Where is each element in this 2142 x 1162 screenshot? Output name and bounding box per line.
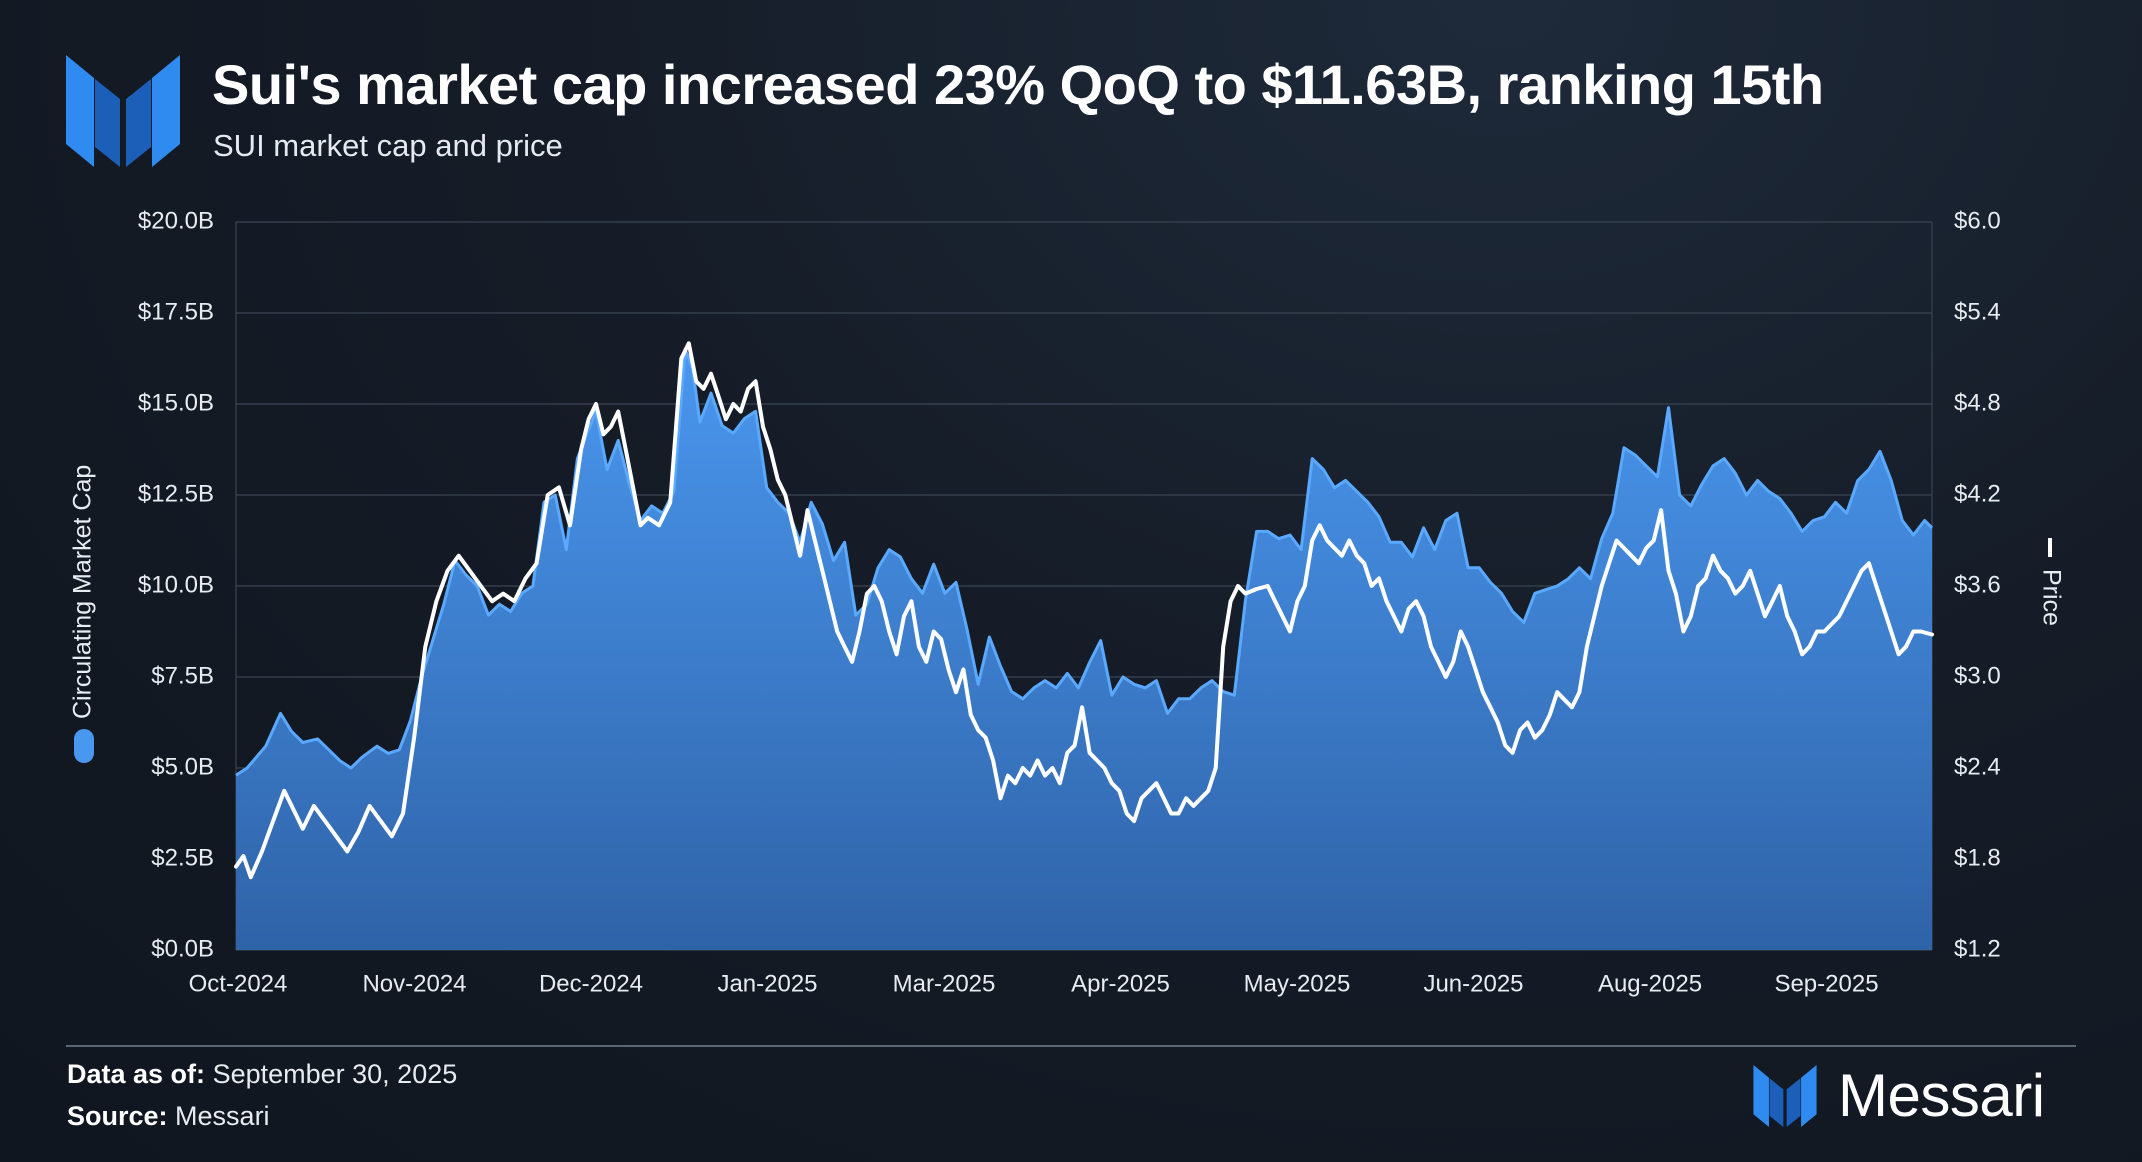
x-tick-label: Mar-2025	[893, 970, 996, 997]
market-cap-series	[235, 347, 1934, 950]
y-right-tick-label: $6.0	[1954, 207, 2001, 234]
data-as-of-value: September 30, 2025	[212, 1059, 458, 1089]
chart: $0.0B $1.2 $2.5B $1.8 $5.0B $2.4 $7.5B $3.0 $10.…	[69, 207, 2066, 997]
y-left-tick-label: $5.0B	[151, 753, 214, 780]
x-tick-label: Apr-2025	[1071, 970, 1170, 997]
y-right-tick-label: $5.4	[1954, 298, 2001, 325]
x-tick-label: Aug-2025	[1598, 970, 1702, 997]
brand: Messari	[1752, 1065, 2045, 1127]
y-axis-left-title: Circulating Market Cap	[69, 465, 97, 763]
footer-divider	[66, 1045, 2076, 1047]
y-axis-right-title: Price	[2037, 538, 2065, 626]
x-tick-label: Dec-2024	[539, 970, 643, 997]
x-tick-label: Jan-2025	[717, 970, 817, 997]
x-tick-label: Nov-2024	[362, 970, 466, 997]
axes: $0.0B $1.2 $2.5B $1.8 $5.0B $2.4 $7.5B $3.0 $10.…	[138, 207, 2001, 997]
market-cap-legend-swatch	[74, 729, 94, 763]
chart-subtitle: SUI market cap and price	[213, 128, 563, 163]
y-left-tick-label: $17.5B	[138, 298, 214, 325]
source-value: Messari	[175, 1101, 270, 1131]
y-left-tick-label: $20.0B	[138, 207, 214, 234]
data-as-of: Data as of: September 30, 2025	[67, 1059, 457, 1090]
y-right-tick-label: $3.0	[1954, 662, 2001, 689]
y-left-tick-label: $10.0B	[138, 571, 214, 598]
x-tick-label: Oct-2024	[189, 970, 288, 997]
messari-logo-icon	[66, 55, 180, 167]
chart-title: Sui's market cap increased 23% QoQ to $1…	[212, 53, 1824, 116]
y-right-tick-label: $4.8	[1954, 389, 2001, 416]
market-cap-area	[236, 349, 1932, 950]
price-series	[234, 341, 1934, 880]
x-tick-label: May-2025	[1244, 970, 1351, 997]
source-label: Source:	[67, 1101, 168, 1131]
y-right-tick-label: $2.4	[1954, 753, 2001, 780]
y-left-tick-label: $7.5B	[151, 662, 214, 689]
y-right-tick-label: $4.2	[1954, 480, 2001, 507]
y-right-tick-label: $1.8	[1954, 844, 2001, 871]
price-line	[234, 341, 1934, 880]
y-axis-right-label: Price	[2037, 569, 2065, 626]
y-axis-left-label: Circulating Market Cap	[69, 465, 97, 719]
y-left-tick-label: $2.5B	[151, 844, 214, 871]
y-left-tick-label: $12.5B	[138, 480, 214, 507]
y-right-tick-label: $1.2	[1954, 935, 2001, 962]
y-left-tick-label: $0.0B	[151, 935, 214, 962]
price-legend-swatch	[2048, 538, 2052, 557]
y-left-tick-label: $15.0B	[138, 389, 214, 416]
y-right-tick-label: $3.6	[1954, 571, 2001, 598]
brand-name: Messari	[1838, 1062, 2045, 1129]
messari-brand-icon	[1753, 1065, 1817, 1127]
source: Source: Messari	[67, 1101, 270, 1132]
x-tick-label: Jun-2025	[1423, 970, 1523, 997]
data-as-of-label: Data as of:	[67, 1059, 206, 1089]
x-tick-label: Sep-2025	[1774, 970, 1878, 997]
